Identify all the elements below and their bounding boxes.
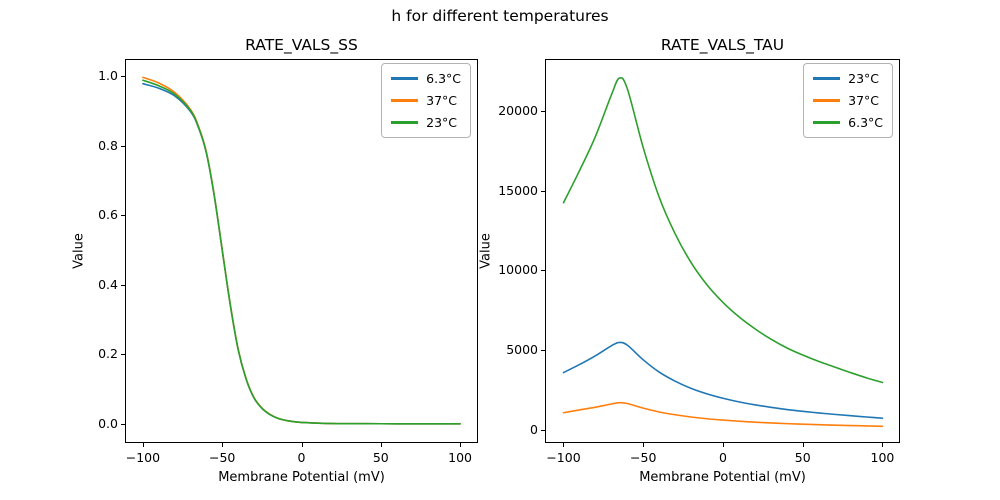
y-tick-label: 1.0 [98,68,118,84]
legend-item-37-c: 37°C [813,91,883,110]
axes-rate-vals-ss [121,59,478,447]
x-tick-label: −50 [209,450,236,465]
legend-label: 23°C [848,71,880,86]
tick-marks [541,111,883,447]
legend-label: 23°C [426,115,458,130]
x-tick-label: −100 [546,450,581,465]
x-tick-label: 0 [718,450,727,465]
x-tick-label: 100 [870,450,895,465]
x-tick-label: 0 [297,450,306,465]
y-tick-label: 5000 [506,342,538,358]
series-line-37-c [562,401,884,428]
plot0-ylabel: Value [71,233,87,269]
plot0-title: RATE_VALS_SS [245,36,358,54]
plot0-xlabel: Membrane Potential (mV) [218,470,385,485]
x-tick-label: 50 [794,450,811,465]
axes-rate-vals-tau [541,59,900,447]
y-tick-label: 0.4 [98,276,118,292]
plot1-legend: 23°C 37°C 6.3°C [803,63,893,138]
y-tick-label: 15000 [498,182,538,198]
y-tick-label: 0.2 [98,346,118,362]
x-tick-label: −50 [630,450,657,465]
legend-line-swatch [391,121,419,124]
x-tick-label: 100 [448,450,472,465]
legend-item-37-c: 37°C [391,91,461,110]
legend-item-6-3-c: 6.3°C [391,69,461,88]
legend-line-swatch [391,77,419,80]
series-line-23-c [562,341,884,419]
legend-label: 37°C [426,93,458,108]
axes-frame [125,59,478,443]
axes-frame [545,59,900,443]
legend-line-swatch [813,121,841,124]
y-tick-label: 0.6 [98,207,118,223]
legend-item-23-c: 23°C [391,113,461,132]
legend-line-swatch [813,99,841,102]
legend-item-23-c: 23°C [813,69,883,88]
plot1-title: RATE_VALS_TAU [660,36,785,54]
series-line-6-3-c [562,76,884,384]
figure-suptitle: h for different temperatures [391,7,609,25]
y-tick-label: 20000 [498,102,538,118]
y-tick-label: 0.0 [98,415,118,431]
x-tick-label: −100 [125,450,161,465]
legend-label: 6.3°C [848,115,883,130]
series-line-23-c [142,79,461,425]
tick-marks [121,76,461,447]
y-tick-label: 0.8 [98,137,118,153]
plot0-legend: 6.3°C 37°C 23°C [381,63,471,138]
y-tick-label: 0 [530,422,538,437]
y-tick-label: 10000 [498,262,538,278]
plot1-xlabel: Membrane Potential (mV) [639,470,806,485]
legend-line-swatch [813,77,841,80]
x-tick-label: 50 [372,450,389,465]
legend-line-swatch [391,99,419,102]
legend-item-6-3-c: 6.3°C [813,113,883,132]
legend-label: 37°C [848,93,880,108]
legend-label: 6.3°C [426,71,461,86]
